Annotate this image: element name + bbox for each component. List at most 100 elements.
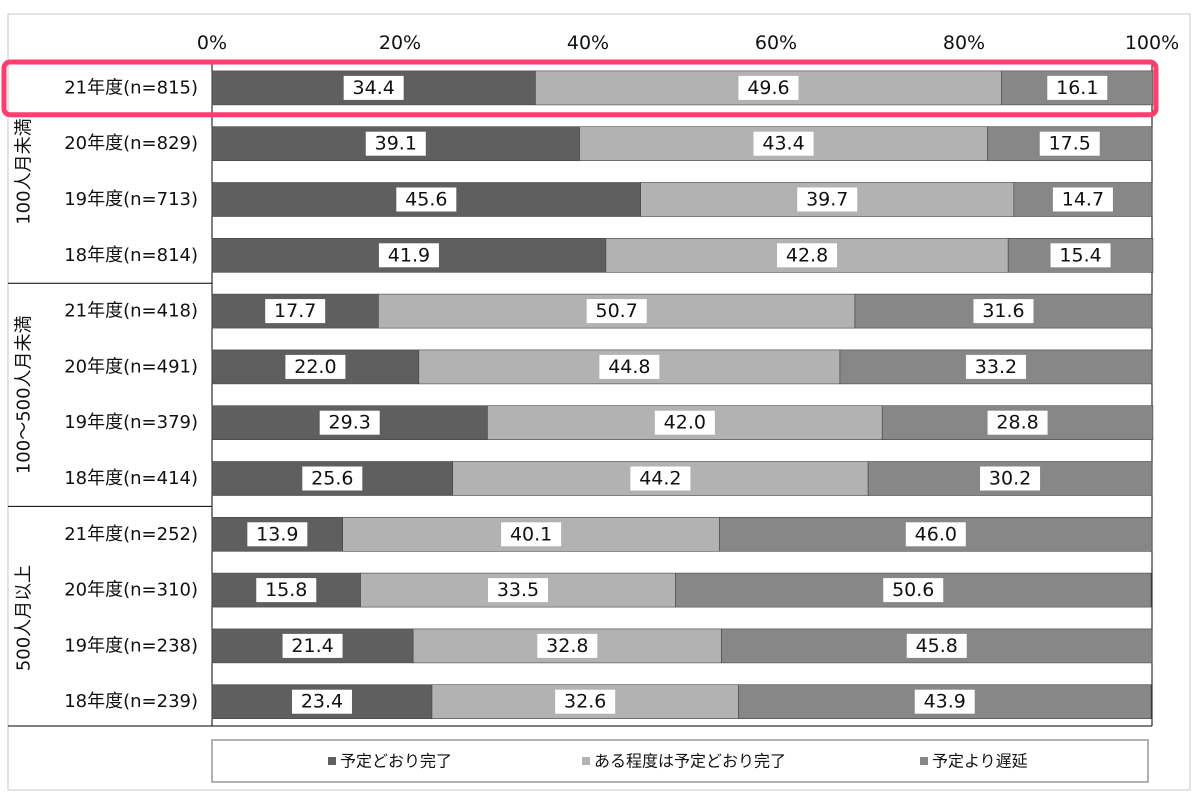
data-label-box: [1047, 75, 1108, 100]
category-label: 20年度(n=310): [64, 580, 198, 601]
data-label: 31.6: [982, 300, 1024, 322]
data-label: 39.1: [375, 133, 417, 155]
data-label: 28.8: [996, 412, 1038, 434]
data-label-box: [265, 299, 326, 324]
data-label-box: [1039, 131, 1100, 156]
data-label: 49.6: [747, 77, 789, 99]
data-label-box: [738, 75, 799, 100]
data-label: 43.9: [924, 691, 966, 713]
data-label: 42.8: [786, 244, 828, 266]
data-label: 25.6: [311, 468, 353, 490]
data-label-box: [965, 354, 1026, 379]
data-label-box: [291, 689, 352, 714]
data-label-box: [980, 466, 1041, 491]
data-label-box: [753, 131, 814, 156]
data-label: 46.0: [915, 523, 957, 545]
data-label: 50.7: [596, 300, 638, 322]
data-label-box: [487, 578, 548, 603]
group-label: 500人月以上: [14, 565, 35, 671]
data-label-box: [883, 578, 944, 603]
category-label: 20年度(n=491): [64, 356, 198, 377]
data-label-box: [378, 243, 439, 268]
data-label: 30.2: [989, 468, 1031, 490]
data-label: 15.4: [1059, 244, 1101, 266]
data-label: 15.8: [265, 579, 307, 601]
category-label: 19年度(n=238): [64, 635, 198, 656]
data-label: 39.7: [806, 189, 848, 211]
x-tick-label: 40%: [567, 32, 609, 54]
data-label: 13.9: [256, 523, 298, 545]
category-label: 18年度(n=414): [64, 468, 198, 489]
data-label: 50.6: [892, 579, 934, 601]
data-label-box: [599, 354, 660, 379]
data-label: 32.8: [546, 635, 588, 657]
data-label-box: [654, 410, 715, 435]
legend-swatch: [328, 757, 336, 765]
x-tick-label: 100%: [1125, 32, 1179, 54]
data-label: 33.5: [497, 579, 539, 601]
data-label: 29.3: [329, 412, 371, 434]
group-label: 100人月未満: [14, 118, 35, 224]
data-label-box: [319, 410, 380, 435]
data-label-box: [285, 354, 346, 379]
group-label: 100～500人月未満: [14, 315, 35, 474]
legend-swatch: [582, 757, 590, 765]
data-label: 22.0: [294, 356, 336, 378]
data-label: 41.9: [388, 244, 430, 266]
data-label-box: [914, 689, 975, 714]
data-label: 23.4: [301, 691, 343, 713]
legend-swatch: [920, 757, 928, 765]
x-tick-label: 20%: [379, 32, 421, 54]
data-label: 40.1: [510, 523, 552, 545]
data-label-box: [555, 689, 616, 714]
data-label-box: [537, 633, 598, 658]
data-label: 44.8: [608, 356, 650, 378]
data-label: 17.7: [274, 300, 316, 322]
data-label: 32.6: [564, 691, 606, 713]
data-label-box: [987, 410, 1048, 435]
data-label-box: [302, 466, 363, 491]
category-label: 21年度(n=252): [64, 524, 198, 545]
data-label: 44.2: [639, 468, 681, 490]
category-label: 21年度(n=418): [64, 301, 198, 322]
category-label: 19年度(n=713): [64, 189, 198, 210]
legend-label: 予定より遅延: [932, 752, 1028, 771]
legend-label: 予定どおり完了: [340, 752, 452, 771]
data-label-box: [501, 522, 562, 547]
chart-border: [7, 13, 1191, 791]
category-label: 18年度(n=239): [64, 691, 198, 712]
legend-box: [211, 739, 1149, 783]
category-label: 21年度(n=815): [64, 77, 198, 98]
data-label: 21.4: [291, 635, 333, 657]
data-label-box: [973, 299, 1034, 324]
x-tick-label: 60%: [755, 32, 797, 54]
data-label-box: [905, 522, 966, 547]
data-label: 14.7: [1062, 189, 1104, 211]
data-label-box: [396, 187, 457, 212]
data-label: 45.8: [916, 635, 958, 657]
data-label-box: [1050, 243, 1111, 268]
data-label: 45.6: [405, 189, 447, 211]
highlight-frame: [1, 59, 1159, 118]
legend-label: ある程度は予定どおり完了: [594, 752, 786, 771]
data-label: 42.0: [664, 412, 706, 434]
data-label-box: [797, 187, 858, 212]
category-label: 19年度(n=379): [64, 412, 198, 433]
data-label-box: [1052, 187, 1113, 212]
data-label: 16.1: [1056, 77, 1098, 99]
data-label-box: [906, 633, 967, 658]
x-tick-label: 80%: [943, 32, 985, 54]
data-label: 43.4: [762, 133, 804, 155]
category-label: 20年度(n=829): [64, 133, 198, 154]
data-label-box: [256, 578, 317, 603]
data-label-box: [343, 75, 404, 100]
data-label-box: [282, 633, 343, 658]
data-label-box: [777, 243, 838, 268]
data-label: 33.2: [975, 356, 1017, 378]
data-label: 34.4: [353, 77, 395, 99]
category-label: 18年度(n=814): [64, 245, 198, 266]
data-label-box: [586, 299, 647, 324]
data-label-box: [365, 131, 426, 156]
x-tick-label: 0%: [197, 32, 227, 54]
